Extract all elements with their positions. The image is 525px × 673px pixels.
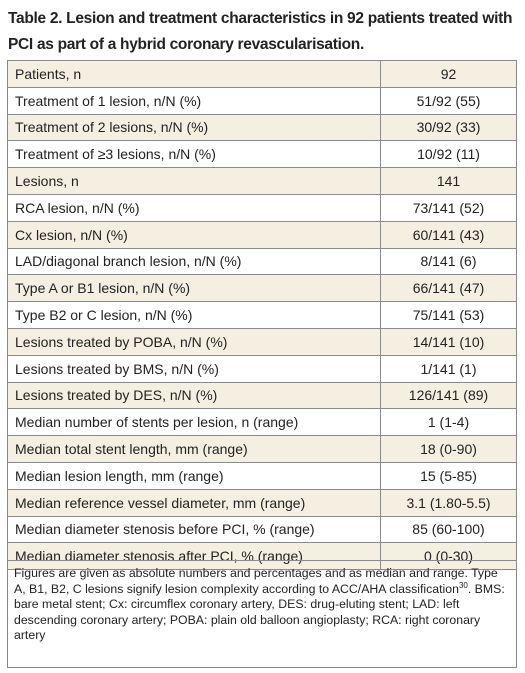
row-value: 3.1 (1.80-5.5) xyxy=(380,488,517,517)
table-row: Median reference vessel diameter, mm (ra… xyxy=(7,488,517,517)
row-label: Treatment of ≥3 lesions, n/N (%) xyxy=(7,140,381,169)
table-row: Cx lesion, n/N (%) 60/141 (43) xyxy=(7,220,517,249)
table-row: Median number of stents per lesion, n (r… xyxy=(7,408,517,437)
table-row: Median diameter stenosis before PCI, % (… xyxy=(7,515,517,544)
table-row: Lesions treated by POBA, n/N (%) 14/141 (… xyxy=(7,327,517,356)
row-value: 75/141 (53) xyxy=(380,301,517,329)
row-label: Type A or B1 lesion, n/N (%) xyxy=(7,274,381,303)
row-label: Lesions treated by POBA, n/N (%) xyxy=(7,327,381,356)
table-title: Table 2. Lesion and treatment characteri… xyxy=(8,10,513,53)
row-value: 126/141 (89) xyxy=(380,381,517,410)
row-value: 60/141 (43) xyxy=(380,220,517,249)
row-value: 8/141 (6) xyxy=(380,247,517,276)
row-label: Lesions treated by DES, n/N (%) xyxy=(7,381,381,410)
row-label: Median diameter stenosis before PCI, % (… xyxy=(7,515,381,544)
table: Patients, n 92 Treatment of 1 lesion, n/N … xyxy=(7,60,517,571)
row-label: Treatment of 1 lesion, n/N (%) xyxy=(7,86,381,115)
row-value: 66/141 (47) xyxy=(380,274,517,303)
table-row: Median total stent length, mm (range) 18 … xyxy=(7,435,517,463)
row-label: Median number of stents per lesion, n (r… xyxy=(7,408,381,437)
row-value: 15 (5-85) xyxy=(380,461,517,490)
row-value: 14/141 (10) xyxy=(380,327,517,356)
table-row: RCA lesion, n/N (%) 73/141 (52) xyxy=(7,193,517,222)
table-row: Median diameter stenosis after PCI, % (r… xyxy=(7,542,517,571)
row-label: Lesions, n xyxy=(7,167,381,195)
row-label: Patients, n xyxy=(7,60,381,88)
row-label: Median lesion length, mm (range) xyxy=(7,461,381,490)
row-value: 10/92 (11) xyxy=(380,140,517,169)
row-value: 85 (60-100) xyxy=(380,515,517,544)
row-value: 92 xyxy=(380,60,517,88)
row-value: 51/92 (55) xyxy=(380,86,517,115)
row-label: RCA lesion, n/N (%) xyxy=(7,193,381,222)
row-label: Type B2 or C lesion, n/N (%) xyxy=(7,301,381,329)
table-row: Treatment of 2 lesions, n/N (%) 30/92 (33… xyxy=(7,113,517,142)
row-value: 1/141 (1) xyxy=(380,354,517,383)
table-row: Median lesion length, mm (range) 15 (5-85… xyxy=(7,461,517,490)
table-row: Patients, n 92 xyxy=(7,60,517,88)
row-value: 18 (0-90) xyxy=(380,435,517,463)
footnote: Figures are given as absolute numbers an… xyxy=(7,560,517,668)
row-value: 73/141 (52) xyxy=(380,193,517,222)
footnote-text: Figures are given as absolute numbers an… xyxy=(14,566,498,596)
row-value: 30/92 (33) xyxy=(380,113,517,142)
footnote-text: . BMS: bare metal stent; Cx: circumflex … xyxy=(14,581,505,643)
row-label: Median reference vessel diameter, mm (ra… xyxy=(7,488,381,517)
row-label: Cx lesion, n/N (%) xyxy=(7,220,381,249)
table-row: LAD/diagonal branch lesion, n/N (%) 8/141… xyxy=(7,247,517,276)
row-label: LAD/diagonal branch lesion, n/N (%) xyxy=(7,247,381,276)
row-label: Treatment of 2 lesions, n/N (%) xyxy=(7,113,381,142)
row-value: 141 xyxy=(380,167,517,195)
row-label: Median total stent length, mm (range) xyxy=(7,435,381,463)
footnote-ref: 30 xyxy=(458,580,468,590)
table-row: Lesions, n 141 xyxy=(7,167,517,195)
table-row: Lesions treated by DES, n/N (%) 126/141 (… xyxy=(7,381,517,410)
table-row: Treatment of ≥3 lesions, n/N (%) 10/92 (1… xyxy=(7,140,517,169)
table-row: Lesions treated by BMS, n/N (%) 1/141 (1) xyxy=(7,354,517,383)
table-row: Treatment of 1 lesion, n/N (%) 51/92 (55) xyxy=(7,86,517,115)
table-row: Type A or B1 lesion, n/N (%) 66/141 (47) xyxy=(7,274,517,303)
row-label: Lesions treated by BMS, n/N (%) xyxy=(7,354,381,383)
row-value: 1 (1-4) xyxy=(380,408,517,437)
table-row: Type B2 or C lesion, n/N (%) 75/141 (53) xyxy=(7,301,517,329)
